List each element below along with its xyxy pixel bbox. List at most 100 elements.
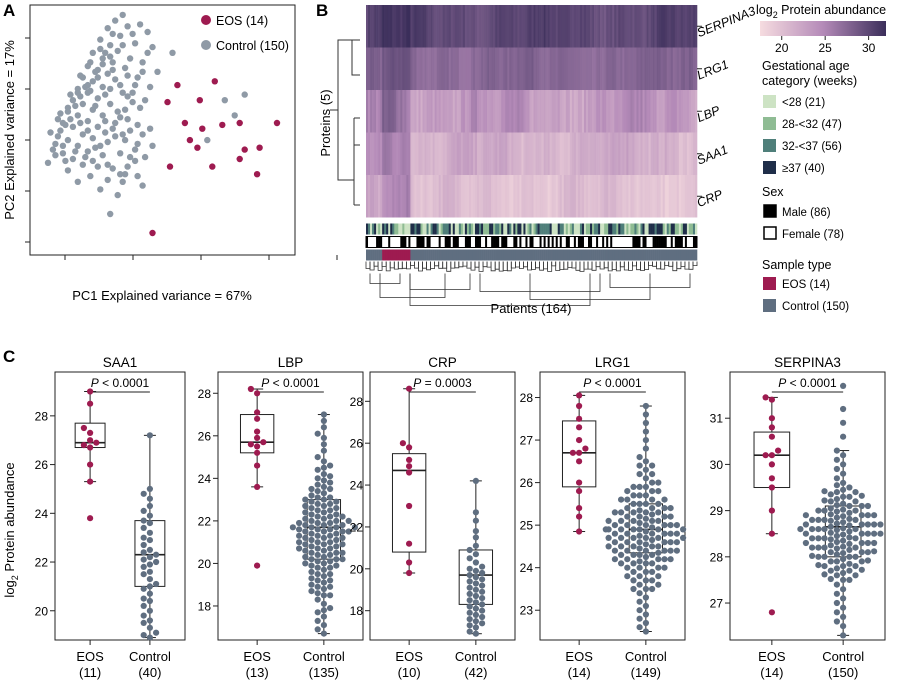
boxplot-point-control: [630, 543, 637, 550]
dendrogram-leaf-branch: [406, 261, 411, 270]
heatmap-cell: [402, 175, 405, 218]
colorbar-gradient: [760, 21, 886, 36]
boxplot-point-control: [864, 530, 872, 537]
boxplot-point-control: [877, 521, 884, 528]
heatmap-cell: [380, 5, 383, 48]
boxplot-title: SERPINA3: [774, 355, 841, 370]
legend-sex-swatch: [763, 204, 777, 218]
boxplot-point-control: [846, 509, 853, 516]
pca-point-control: [119, 178, 126, 185]
pca-point-control: [131, 40, 139, 47]
heatmap-cell: [479, 47, 482, 90]
heatmap-cell: [456, 5, 460, 48]
boxplot-point-control: [302, 528, 309, 535]
heatmap-cell: [618, 175, 621, 218]
boxplot-point-control: [852, 544, 859, 551]
boxplot-point-control: [618, 551, 625, 559]
boxplot-point-control: [327, 513, 334, 520]
heatmap-cell: [384, 175, 387, 218]
sex-track-cell: [596, 236, 599, 248]
heatmap-cell: [426, 47, 429, 90]
gestation-track-cell: [499, 223, 502, 235]
boxplot-point-control: [308, 505, 315, 512]
heatmap-cell: [602, 47, 605, 90]
dendrogram-leaf-branch: [478, 261, 484, 272]
heatmap-cell: [525, 175, 528, 218]
heatmap-cell: [588, 5, 591, 48]
boxplot-y-tick-label: 28: [198, 387, 212, 401]
boxplot-point-control: [636, 564, 643, 571]
pca-point-control: [119, 42, 126, 49]
boxplot-point-eos: [768, 484, 776, 491]
gestation-track-cell: [462, 223, 466, 235]
boxplot-point-control: [642, 628, 650, 635]
boxplot-point-control: [840, 550, 847, 557]
heatmap-cell: [640, 47, 643, 90]
boxplot-point-control: [649, 505, 656, 512]
heatmap-cell: [368, 132, 371, 175]
boxplot-point-control: [858, 502, 865, 510]
boxplot-point-control: [649, 471, 656, 478]
sample-track-cell: [579, 249, 583, 261]
boxplot-y-tick-label: 28: [350, 395, 364, 409]
heatmap-cell: [535, 90, 538, 133]
boxplot-x-count: (135): [309, 665, 339, 680]
sex-track-cell: [692, 236, 696, 248]
heatmap-cell: [460, 175, 464, 218]
heatmap-cell: [430, 132, 433, 175]
boxplot-point-control: [146, 561, 153, 568]
heatmap-cell: [692, 47, 696, 90]
sex-track-cell: [662, 236, 666, 248]
gestation-track-cell: [472, 223, 476, 235]
pvalue-label: P < 0.0001: [91, 376, 150, 390]
boxplot-point-control: [642, 585, 650, 593]
pca-point-control: [74, 89, 82, 96]
sex-track-cell: [523, 236, 526, 248]
heatmap-cell: [511, 47, 514, 90]
pca-y-axis-label: PC2 Explained variance = 17%: [2, 40, 17, 220]
boxplot-point-control: [345, 517, 352, 525]
heatmap-cell: [497, 175, 500, 218]
boxplot-point-control: [308, 530, 315, 537]
heatmap-cell: [452, 47, 456, 90]
sample-track-cell: [638, 249, 641, 261]
boxplot-point-control: [636, 483, 643, 490]
heatmap-cell: [571, 5, 575, 48]
boxplot-point-control: [320, 534, 327, 542]
heatmap-cell: [551, 5, 554, 48]
heatmap-cell: [420, 175, 423, 218]
boxplot-point-control: [846, 515, 853, 523]
boxplot-point-control: [333, 530, 340, 537]
heatmap-cell: [386, 90, 389, 133]
heatmap-cell: [452, 90, 456, 133]
heatmap-cell: [491, 5, 494, 48]
heatmap-cell: [412, 90, 415, 133]
pca-point-control: [104, 70, 111, 77]
heatmap-cell: [571, 175, 575, 218]
heatmap-cell: [434, 5, 437, 48]
heatmap-cell: [368, 175, 371, 218]
heatmap-cell: [527, 5, 530, 48]
dendrogram-leaf-branch: [466, 261, 472, 269]
heatmap-cell: [630, 175, 633, 218]
heatmap-cell: [515, 5, 518, 48]
heatmap-cell: [376, 47, 379, 90]
boxplot-x-label: EOS: [565, 649, 593, 664]
sample-track-cell: [684, 249, 688, 261]
heatmap-cell: [583, 132, 587, 175]
heatmap-cell: [583, 47, 587, 90]
boxplot-point-control: [802, 539, 810, 547]
boxplot-point-control: [624, 505, 631, 512]
sample-track-cell: [372, 249, 375, 261]
boxplot-point-control: [661, 522, 668, 529]
boxplot-point-control: [833, 508, 841, 515]
gestation-track-cell: [662, 223, 666, 235]
boxplot-point-control: [840, 586, 847, 593]
boxplot-point-control: [840, 563, 847, 570]
heatmap-cell: [434, 90, 437, 133]
heatmap-cell: [525, 132, 528, 175]
heatmap-cell: [428, 47, 431, 90]
heatmap-cell: [404, 90, 407, 133]
heatmap-cell: [495, 175, 498, 218]
gestation-track-cell: [408, 223, 411, 235]
